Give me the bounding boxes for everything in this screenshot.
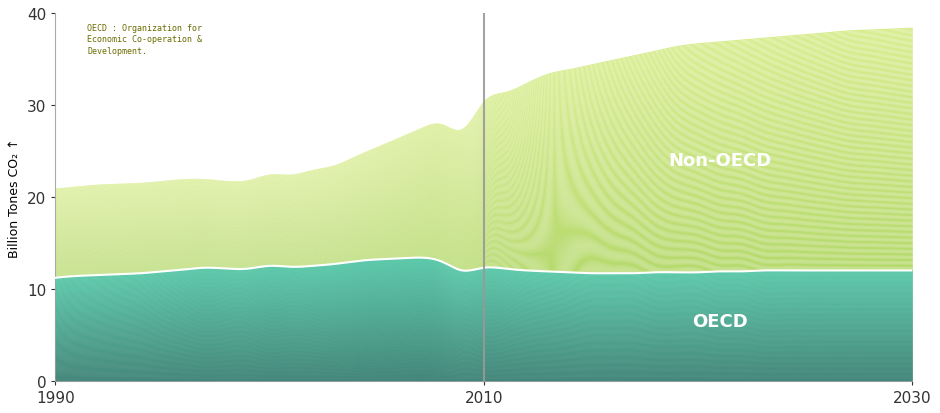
Text: OECD: OECD	[692, 312, 747, 330]
Y-axis label: Billion Tones CO₂ ↑: Billion Tones CO₂ ↑	[8, 138, 22, 257]
Text: Non-OECD: Non-OECD	[668, 152, 771, 170]
Text: OECD : Organization for
Economic Co-operation &
Development.: OECD : Organization for Economic Co-oper…	[87, 24, 202, 56]
